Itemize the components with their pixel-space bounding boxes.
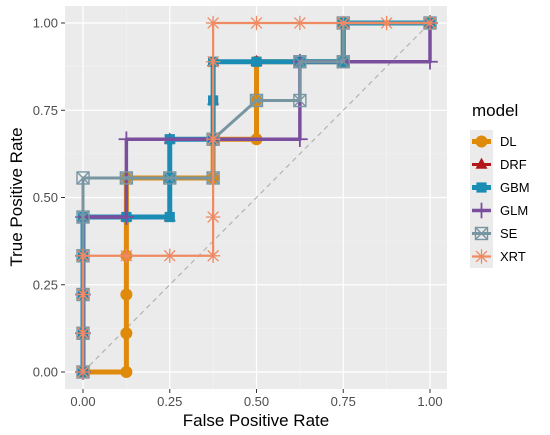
- y-tick-label: 0.25: [33, 277, 58, 292]
- data-point: [75, 287, 91, 302]
- data-point: [205, 54, 221, 69]
- legend-item-glm: GLM: [470, 199, 528, 222]
- legend-item-dl: DL: [470, 130, 517, 153]
- data-point: [474, 226, 489, 241]
- legend-title: model: [472, 101, 518, 120]
- data-point: [293, 55, 307, 69]
- data-point: [336, 55, 350, 69]
- legend-item-se: SE: [470, 222, 518, 245]
- data-point: [162, 248, 177, 263]
- data-point: [119, 248, 134, 263]
- x-axis-ticks: 0.00 0.25 0.50 0.75 1.00: [70, 389, 443, 409]
- x-tick-label: 1.00: [417, 394, 442, 409]
- data-point: [120, 327, 133, 340]
- series-line-xrt: [81, 21, 432, 374]
- legend-label: SE: [500, 226, 518, 241]
- x-tick-label: 0.50: [244, 394, 269, 409]
- data-point: [474, 249, 489, 264]
- series-layer: [75, 15, 438, 380]
- legend: model DL DRF GBM GLM SE XRT: [470, 101, 530, 268]
- data-point: [118, 131, 135, 148]
- data-point: [205, 15, 221, 31]
- y-tick-label: 1.00: [33, 16, 58, 31]
- data-point: [205, 132, 221, 147]
- data-point: [205, 209, 221, 225]
- data-point: [293, 93, 307, 108]
- data-point: [120, 366, 133, 378]
- y-tick-label: 0.50: [33, 190, 58, 205]
- data-point: [75, 364, 91, 380]
- data-point: [476, 182, 487, 193]
- legend-label: DL: [500, 134, 517, 149]
- y-axis-title: True Positive Rate: [7, 127, 26, 266]
- y-tick-label: 0.00: [33, 365, 58, 380]
- data-point: [205, 248, 221, 263]
- data-point: [118, 209, 135, 225]
- data-point: [76, 171, 90, 185]
- data-point: [251, 56, 262, 67]
- reference-diagonal: [82, 22, 431, 373]
- data-point: [76, 210, 90, 224]
- data-point: [292, 15, 308, 31]
- data-point: [422, 53, 438, 70]
- data-point: [75, 326, 91, 341]
- data-point: [475, 135, 488, 148]
- legend-item-xrt: XRT: [470, 245, 526, 268]
- data-point: [379, 15, 394, 31]
- legend-item-gbm: GBM: [470, 176, 530, 199]
- x-tick-label: 0.00: [70, 394, 95, 409]
- data-point: [75, 248, 91, 263]
- data-point: [119, 171, 134, 185]
- data-point: [164, 211, 175, 223]
- data-point: [120, 288, 133, 301]
- data-point: [249, 93, 264, 108]
- x-tick-label: 0.25: [157, 394, 182, 409]
- series-markers-xrt: [75, 15, 438, 380]
- data-point: [292, 131, 308, 148]
- data-point: [163, 171, 177, 185]
- data-point: [475, 157, 488, 169]
- data-point: [336, 15, 351, 31]
- legend-item-drf: DRF: [470, 153, 527, 176]
- x-axis-title: False Positive Rate: [183, 411, 329, 430]
- legend-label: DRF: [500, 157, 527, 172]
- y-tick-label: 0.75: [33, 103, 58, 118]
- data-point: [473, 202, 490, 219]
- x-tick-label: 0.75: [331, 394, 356, 409]
- data-point: [422, 15, 438, 31]
- data-point: [249, 15, 264, 31]
- legend-label: GBM: [500, 180, 530, 195]
- series-xrt: [75, 15, 438, 380]
- legend-label: GLM: [500, 203, 528, 218]
- y-axis-ticks: 0.00 0.25 0.50 0.75 1.00: [33, 16, 65, 380]
- legend-label: XRT: [500, 249, 526, 264]
